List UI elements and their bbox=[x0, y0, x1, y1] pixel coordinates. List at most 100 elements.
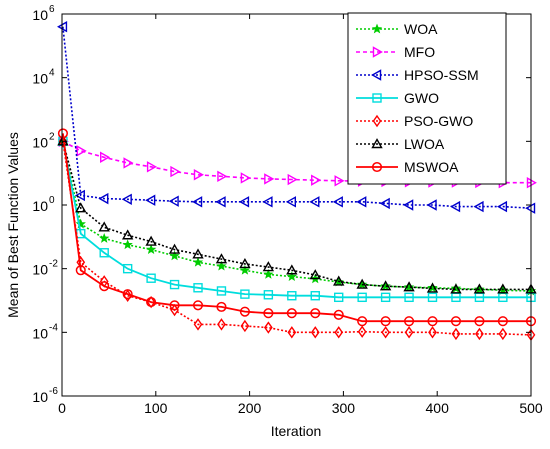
data-point bbox=[216, 286, 227, 296]
data-point bbox=[474, 316, 485, 327]
data-point bbox=[450, 283, 462, 294]
data-point bbox=[309, 196, 320, 208]
legend-label: MFO bbox=[404, 44, 435, 60]
data-point bbox=[98, 192, 109, 205]
data-point bbox=[193, 169, 204, 181]
data-point bbox=[286, 264, 298, 275]
data-point bbox=[192, 300, 204, 311]
data-point bbox=[169, 300, 180, 311]
data-point bbox=[264, 321, 273, 334]
data-point bbox=[403, 281, 415, 292]
data-point bbox=[263, 290, 274, 300]
series-line bbox=[62, 141, 531, 291]
series-line bbox=[62, 141, 532, 292]
series-line bbox=[62, 141, 532, 336]
data-point bbox=[75, 202, 87, 213]
data-point bbox=[146, 161, 158, 173]
legend-marker bbox=[372, 114, 382, 128]
data-point bbox=[215, 253, 228, 264]
data-point bbox=[285, 196, 297, 208]
plot-area bbox=[57, 21, 537, 342]
data-point bbox=[240, 319, 250, 333]
y-tick-exponent: -2 bbox=[49, 259, 58, 270]
x-axis-label: Iteration bbox=[271, 423, 322, 439]
data-point bbox=[145, 244, 157, 254]
data-point bbox=[356, 196, 367, 208]
series-hpso-ssm bbox=[57, 21, 536, 214]
data-point bbox=[404, 316, 415, 327]
y-tick-label: 10 bbox=[32, 325, 48, 341]
legend-label: HPSO-SSM bbox=[404, 67, 479, 83]
data-point bbox=[216, 301, 227, 312]
data-point bbox=[240, 289, 250, 299]
data-point bbox=[99, 233, 110, 243]
data-point bbox=[473, 200, 484, 213]
data-point bbox=[473, 283, 486, 294]
series-line bbox=[62, 141, 531, 299]
data-point bbox=[334, 292, 344, 303]
data-point bbox=[451, 327, 461, 341]
y-tick-label: 10 bbox=[32, 262, 48, 278]
data-point bbox=[169, 279, 180, 290]
data-point bbox=[426, 282, 439, 293]
data-point bbox=[450, 282, 462, 293]
data-point bbox=[310, 308, 321, 319]
data-point bbox=[192, 256, 204, 267]
x-tick-label: 200 bbox=[238, 400, 262, 416]
data-point bbox=[357, 325, 367, 338]
data-point bbox=[57, 128, 68, 139]
x-tick-label: 400 bbox=[426, 400, 450, 416]
data-point bbox=[380, 316, 391, 327]
data-point bbox=[122, 289, 133, 300]
data-point bbox=[75, 265, 86, 276]
data-point bbox=[310, 291, 320, 301]
legend-marker bbox=[371, 161, 383, 173]
data-point bbox=[381, 326, 390, 339]
data-point bbox=[262, 196, 273, 208]
data-point bbox=[380, 292, 391, 303]
y-tick-exponent: -4 bbox=[49, 322, 58, 333]
data-point bbox=[121, 193, 132, 205]
data-point bbox=[379, 197, 390, 210]
data-point bbox=[123, 157, 134, 169]
data-point bbox=[498, 327, 508, 341]
data-point bbox=[427, 282, 438, 293]
data-point bbox=[497, 316, 508, 327]
legend-marker bbox=[372, 93, 382, 103]
legend-item: HPSO-SSM bbox=[356, 67, 479, 83]
data-point bbox=[286, 308, 297, 319]
data-point bbox=[238, 196, 250, 208]
data-point bbox=[262, 261, 275, 272]
data-point bbox=[99, 248, 109, 258]
data-point bbox=[168, 243, 181, 254]
data-point bbox=[332, 196, 343, 208]
data-point bbox=[145, 194, 156, 206]
data-point bbox=[311, 174, 322, 186]
legend-label: GWO bbox=[404, 90, 439, 106]
data-point bbox=[334, 326, 344, 339]
data-point bbox=[217, 170, 228, 183]
data-point bbox=[450, 316, 462, 327]
data-point bbox=[404, 292, 414, 303]
data-point bbox=[263, 308, 274, 319]
data-point bbox=[76, 145, 87, 157]
y-tick-exponent: -6 bbox=[49, 386, 58, 397]
data-point bbox=[404, 326, 414, 339]
data-point bbox=[146, 297, 157, 308]
series-line bbox=[62, 140, 531, 184]
data-point bbox=[287, 326, 297, 339]
data-point bbox=[333, 309, 344, 320]
data-point bbox=[334, 175, 345, 187]
data-point bbox=[239, 264, 251, 275]
data-point bbox=[239, 306, 250, 317]
data-point bbox=[239, 257, 251, 269]
legend: WOA MFO HPSO-SSM GWO PSO-GWO LWOA MSWOA bbox=[347, 12, 507, 185]
legend-label: PSO-GWO bbox=[404, 113, 473, 129]
legend-item: PSO-GWO bbox=[356, 113, 473, 129]
y-tick-exponent: 0 bbox=[49, 195, 55, 206]
legend-label: LWOA bbox=[404, 136, 445, 152]
legend-item: GWO bbox=[356, 90, 439, 106]
x-tick-label: 0 bbox=[58, 400, 66, 416]
